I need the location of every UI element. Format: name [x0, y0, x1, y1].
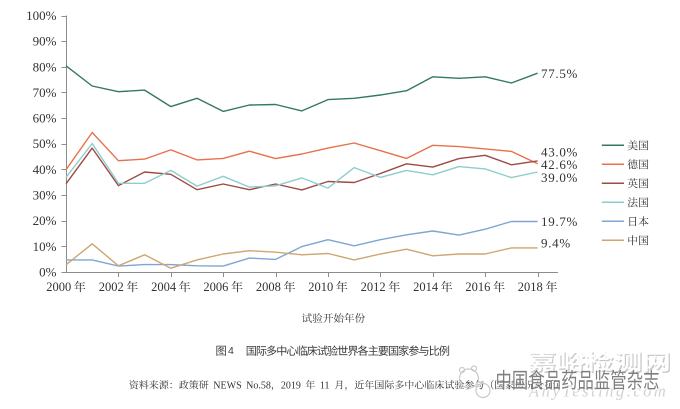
- svg-text:NEWS: NEWS: [213, 381, 241, 392]
- svg-text:9.4%: 9.4%: [541, 235, 571, 250]
- svg-text:60%: 60%: [33, 111, 57, 126]
- svg-text:80%: 80%: [33, 59, 57, 74]
- svg-text:4: 4: [228, 345, 234, 357]
- svg-text:19.7%: 19.7%: [541, 214, 578, 229]
- svg-text:2000: 2000: [46, 280, 71, 294]
- svg-text:70%: 70%: [33, 85, 57, 100]
- svg-text:11: 11: [320, 381, 330, 392]
- svg-text:100%: 100%: [26, 8, 57, 23]
- svg-text:2004: 2004: [151, 280, 177, 294]
- svg-text:43.0%: 43.0%: [541, 145, 578, 160]
- svg-text:2019: 2019: [281, 381, 301, 392]
- svg-text:39.0%: 39.0%: [541, 170, 578, 185]
- svg-text:2008: 2008: [256, 280, 281, 294]
- svg-text:77.5%: 77.5%: [541, 66, 578, 81]
- svg-text:2018: 2018: [518, 280, 543, 294]
- svg-text:No.58: No.58: [246, 381, 271, 392]
- svg-text:2014: 2014: [413, 280, 439, 294]
- svg-text:0%: 0%: [39, 265, 57, 280]
- svg-text:90%: 90%: [33, 34, 57, 49]
- svg-text:AnyTesting.com: AnyTesting.com: [528, 382, 668, 401]
- svg-text:2010: 2010: [308, 280, 333, 294]
- svg-text:50%: 50%: [33, 136, 57, 151]
- svg-text:20%: 20%: [33, 213, 57, 228]
- svg-text:42.6%: 42.6%: [541, 157, 578, 172]
- svg-text:2002: 2002: [99, 280, 124, 294]
- svg-text:2012: 2012: [361, 280, 386, 294]
- svg-text:40%: 40%: [33, 162, 57, 177]
- svg-text:30%: 30%: [33, 188, 57, 203]
- svg-text:2016: 2016: [465, 280, 490, 294]
- svg-text:10%: 10%: [33, 239, 57, 254]
- svg-text:2006: 2006: [203, 280, 228, 294]
